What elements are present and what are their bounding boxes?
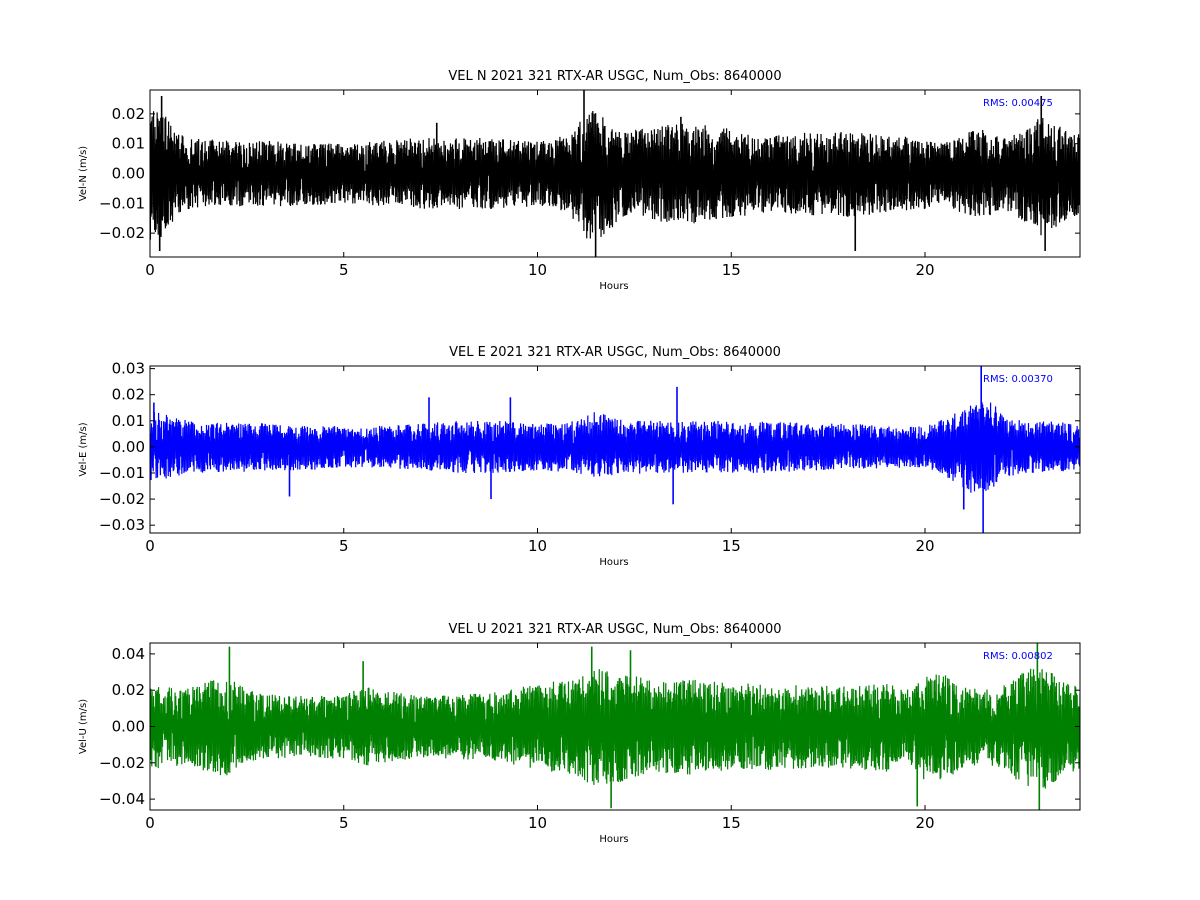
chart-title: VEL N 2021 321 RTX-AR USGC, Num_Obs: 864… [448,69,781,84]
y-axis-label: Vel-E (m/s) [78,422,89,476]
x-tick-label: 5 [339,537,349,555]
y-tick-label: 0.00 [112,438,145,456]
plot-frame [149,365,1081,534]
chart-title: VEL U 2021 321 RTX-AR USGC, Num_Obs: 864… [448,622,781,637]
x-tick-label: 5 [339,261,349,279]
series-line [150,668,1080,789]
x-tick-label: 15 [722,261,741,279]
y-tick-label: 0.01 [112,135,145,153]
y-axis-label: Vel-N (m/s) [78,146,89,201]
x-tick-label: 15 [722,814,741,832]
panel-0: VEL N 2021 321 RTX-AR USGC, Num_Obs: 864… [78,69,1081,292]
y-tick-label: −0.02 [99,224,145,242]
series-line [150,402,1080,493]
rms-annotation: RMS: 0.00370 [983,374,1053,385]
y-tick-label: −0.04 [99,790,145,808]
x-tick-label: 10 [528,537,547,555]
x-axis-label: Hours [599,834,628,845]
y-tick-label: −0.03 [99,516,145,534]
x-tick-label: 10 [528,814,547,832]
x-tick-label: 0 [145,814,155,832]
y-tick-label: 0.02 [112,681,145,699]
y-tick-label: −0.01 [99,464,145,482]
y-tick-label: 0.00 [112,718,145,736]
chart-title: VEL E 2021 321 RTX-AR USGC, Num_Obs: 864… [449,345,781,360]
x-tick-label: 0 [145,537,155,555]
x-tick-label: 20 [915,537,934,555]
y-tick-label: 0.00 [112,165,145,183]
y-tick-label: −0.01 [99,194,145,212]
panel-1: VEL E 2021 321 RTX-AR USGC, Num_Obs: 864… [78,345,1081,568]
y-tick-label: −0.02 [99,754,145,772]
x-tick-label: 0 [145,261,155,279]
x-axis-label: Hours [599,281,628,292]
x-tick-label: 20 [915,814,934,832]
x-tick-label: 20 [915,261,934,279]
series-line [150,110,1080,240]
x-tick-label: 5 [339,814,349,832]
y-tick-label: 0.01 [112,412,145,430]
y-axis-label: Vel-U (m/s) [78,699,89,754]
y-tick-label: 0.02 [112,386,145,404]
y-tick-label: 0.03 [112,360,145,378]
y-tick-label: 0.02 [112,105,145,123]
panel-2: VEL U 2021 321 RTX-AR USGC, Num_Obs: 864… [78,622,1081,845]
rms-annotation: RMS: 0.00475 [983,98,1053,109]
x-axis-label: Hours [599,557,628,568]
y-tick-label: 0.04 [112,645,145,663]
x-tick-label: 10 [528,261,547,279]
y-tick-label: −0.02 [99,490,145,508]
rms-annotation: RMS: 0.00802 [983,651,1053,662]
x-tick-label: 15 [722,537,741,555]
